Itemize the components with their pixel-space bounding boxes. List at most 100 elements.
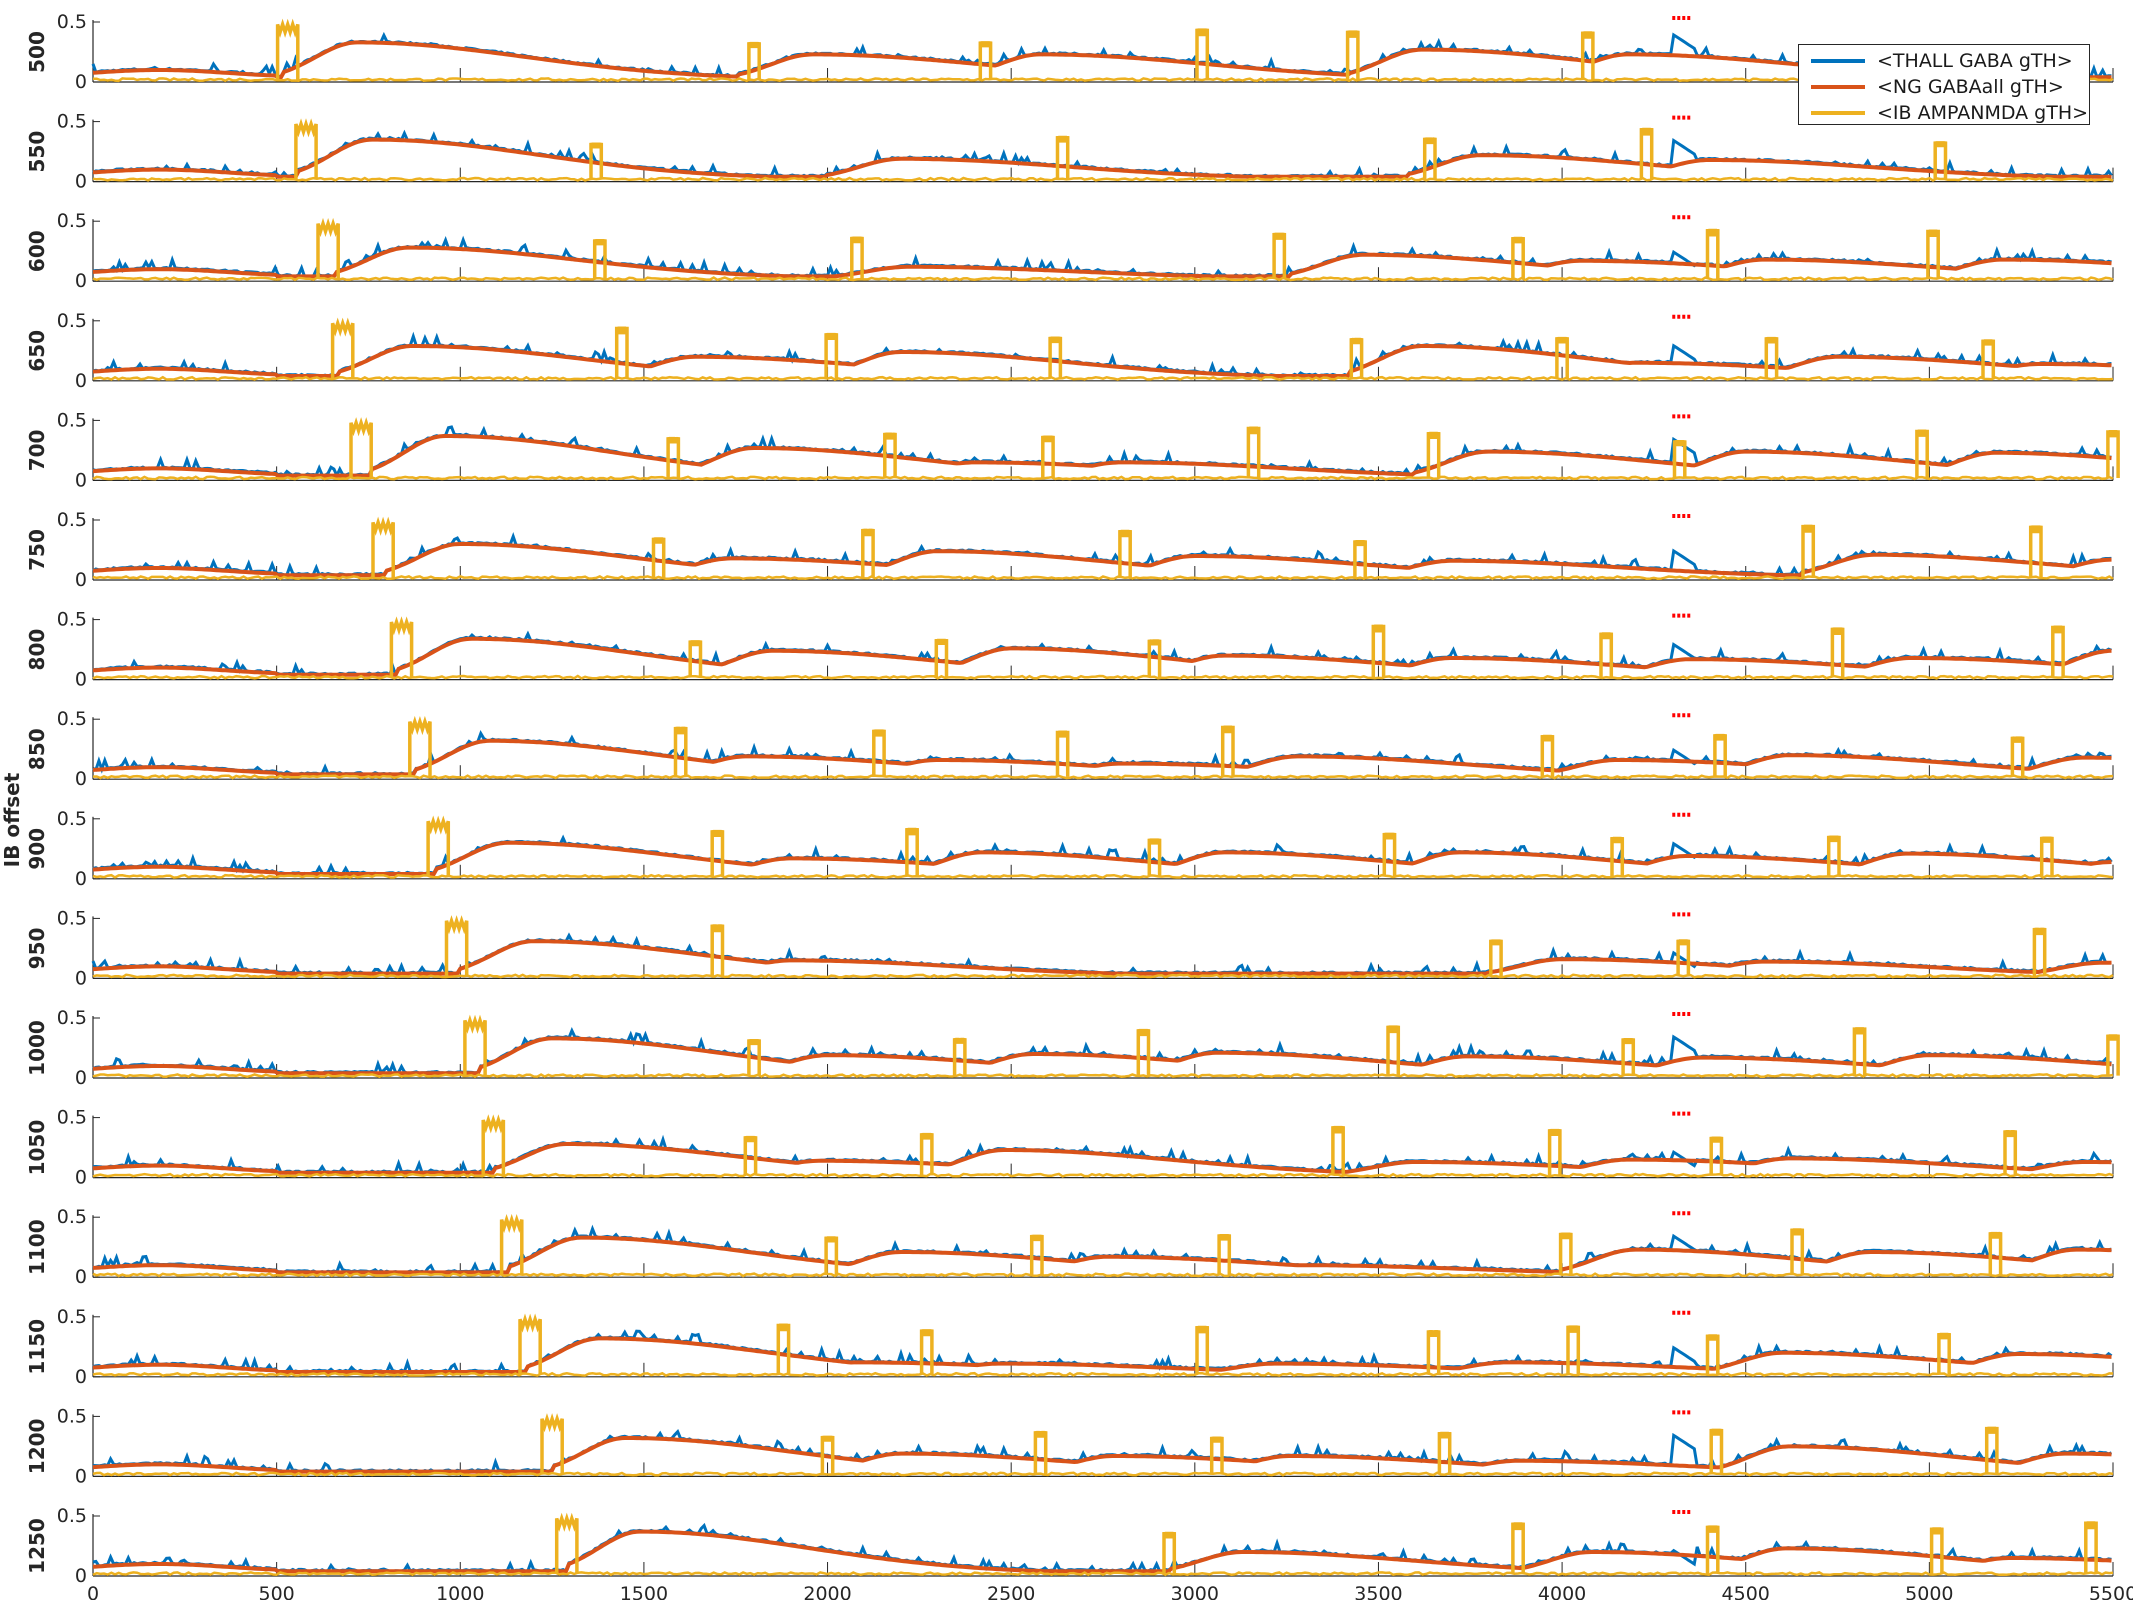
series-ib-baseline	[92, 774, 2114, 780]
series-ib-burst	[872, 729, 886, 777]
series-ib-burst	[1048, 336, 1063, 379]
series-ib-burst	[1540, 734, 1555, 777]
panel-offset-label: 650	[25, 330, 49, 372]
y-tick-label: 0	[75, 1366, 87, 1388]
series-ib-burst	[1345, 30, 1360, 80]
series-ib-baseline	[92, 674, 2114, 680]
y-tick-label: 0	[75, 1167, 87, 1189]
series-ib-burst	[1272, 232, 1287, 279]
series-ib-burst	[824, 1236, 839, 1275]
series-ib-burst	[444, 915, 469, 976]
series-ib-burst	[1489, 939, 1503, 976]
series-ng-line	[92, 245, 2112, 279]
legend: <THALL GABA gTH> <NG GABAall gTH> <IB AM…	[1798, 44, 2090, 125]
series-ib-burst	[2039, 836, 2054, 877]
x-tick-label: 500	[259, 1583, 295, 1600]
series-ng-line	[92, 542, 2112, 578]
series-ib-burst	[481, 1114, 506, 1176]
x-tick-label: 1000	[436, 1583, 484, 1600]
series-thall-line	[91, 932, 2112, 978]
series-ib-burst	[1195, 28, 1210, 80]
ylabel-text: IB offset	[0, 772, 24, 868]
series-ib-burst	[1386, 1025, 1401, 1076]
series-ng-line	[92, 939, 2112, 976]
series-ib-burst	[1926, 229, 1940, 279]
legend-entry-ib: <IB AMPANMDA gTH>	[1799, 99, 2089, 126]
series-ib-burst	[1705, 1525, 1720, 1574]
y-tick-label: 0	[75, 768, 87, 790]
series-ng-line	[92, 1529, 2112, 1574]
y-tick-label: 0	[75, 569, 87, 591]
series-ib-burst	[371, 516, 395, 578]
y-tick-label: 0.5	[57, 310, 87, 332]
series-ng-line	[92, 434, 2112, 478]
y-tick-label: 0	[75, 270, 87, 292]
series-ib-burst	[2051, 625, 2065, 678]
series-ng-line	[92, 636, 2112, 677]
series-ib-baseline	[93, 77, 2114, 83]
series-ib-burst	[710, 924, 725, 976]
ylabel: IB offset	[0, 760, 24, 880]
y-tick-label: 0	[75, 1266, 87, 1288]
series-thall-line	[92, 1224, 2112, 1275]
series-ib-burst	[1610, 836, 1625, 877]
series-ib-burst	[389, 616, 414, 678]
series-ib-baseline	[92, 574, 2114, 581]
series-ib-burst	[614, 326, 629, 379]
series-ib-burst	[1790, 1228, 1805, 1275]
series-ib-burst	[673, 726, 688, 777]
y-tick-label: 0	[75, 1465, 87, 1487]
panel-offset-label: 1000	[25, 1020, 49, 1076]
series-ib-burst	[349, 417, 373, 478]
series-ib-baseline	[92, 1172, 2114, 1178]
series-ib-burst	[518, 1313, 542, 1375]
panel-offset-label: 700	[25, 430, 49, 472]
series-ib-burst	[1147, 639, 1162, 678]
series-ib-burst	[919, 1132, 934, 1176]
y-tick-label: 0	[75, 71, 87, 93]
panel-offset-label: 1200	[25, 1419, 49, 1475]
y-tick-label: 0	[75, 171, 87, 193]
series-ib-burst	[1118, 529, 1132, 578]
series-ib-burst	[2028, 525, 2043, 578]
series-ib-baseline	[92, 1371, 2114, 1377]
legend-label-ib: <IB AMPANMDA gTH>	[1877, 102, 2089, 124]
x-tick-label: 4500	[1722, 1583, 1770, 1600]
series-ib-burst	[592, 239, 607, 279]
series-ib-baseline	[92, 1073, 2114, 1079]
y-tick-label: 0.5	[57, 1505, 87, 1527]
series-ib-burst	[1033, 1430, 1048, 1474]
y-tick-label: 0.5	[57, 509, 87, 531]
series-ib-burst	[589, 142, 604, 180]
panel-offset-label: 900	[25, 828, 49, 870]
series-ib-burst	[1672, 439, 1687, 478]
panel-offset-label: 750	[25, 529, 49, 571]
panel-offset-label: 1150	[25, 1319, 49, 1375]
y-tick-label: 0	[75, 1565, 87, 1587]
series-ib-burst	[2003, 1130, 2018, 1176]
series-ib-burst	[1830, 627, 1845, 678]
series-thall-line	[92, 630, 2113, 679]
series-ib-burst	[1382, 832, 1397, 877]
series-ib-burst	[1555, 336, 1569, 379]
series-ib-burst	[934, 638, 949, 678]
series-ib-burst	[1933, 141, 1948, 180]
panel-offset-label: 1050	[25, 1120, 49, 1176]
series-ib-burst	[2010, 736, 2025, 777]
series-ng-line	[92, 840, 2112, 876]
series-ib-burst	[1580, 31, 1595, 80]
series-ng-line	[92, 738, 2112, 777]
y-tick-label: 0.5	[57, 1107, 87, 1129]
panel-offset-label: 600	[25, 230, 49, 272]
series-ib-burst	[463, 1014, 487, 1076]
series-ib-burst	[275, 18, 300, 80]
series-ib-burst	[1331, 1125, 1345, 1176]
series-thall-line	[92, 425, 2112, 480]
series-ib-burst	[1929, 1527, 1944, 1574]
panel-offset-label: 1100	[25, 1219, 49, 1275]
legend-entry-thall: <THALL GABA gTH>	[1799, 47, 2089, 74]
panel-offset-label: 800	[25, 629, 49, 671]
series-ib-burst	[919, 1329, 934, 1375]
legend-label-ng: <NG GABAall gTH>	[1877, 76, 2064, 98]
